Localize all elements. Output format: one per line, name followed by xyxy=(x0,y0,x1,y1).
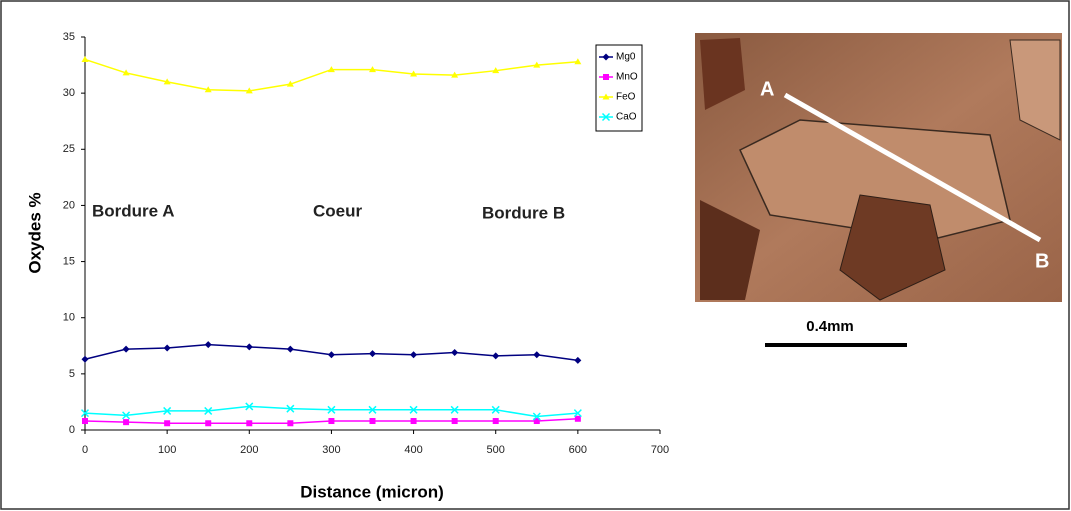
profile-line xyxy=(783,92,1042,243)
marker xyxy=(574,58,582,65)
grain xyxy=(739,119,1011,241)
marker xyxy=(410,70,418,77)
marker xyxy=(164,420,171,427)
marker xyxy=(573,409,582,418)
marker xyxy=(122,411,131,420)
marker xyxy=(409,405,418,414)
y-tick-label: 25 xyxy=(63,143,75,155)
grain xyxy=(839,194,946,301)
marker xyxy=(286,345,294,353)
marker xyxy=(123,419,130,426)
grain xyxy=(700,38,745,110)
marker xyxy=(602,93,610,100)
marker xyxy=(369,66,376,73)
marker xyxy=(327,405,336,414)
marker xyxy=(286,404,295,413)
annotation: Bordure A xyxy=(92,201,175,220)
legend-label: CaO xyxy=(616,112,637,123)
marker xyxy=(533,61,541,68)
x-tick-label: 300 xyxy=(322,444,340,456)
marker xyxy=(205,420,212,427)
legend-label: FeO xyxy=(616,92,636,103)
marker xyxy=(328,418,335,425)
x-tick-label: 0 xyxy=(82,444,88,456)
marker xyxy=(451,71,459,78)
marker xyxy=(532,412,541,421)
marker xyxy=(410,418,417,425)
marker xyxy=(369,418,376,425)
marker xyxy=(533,418,540,425)
marker xyxy=(368,405,377,414)
marker xyxy=(574,356,582,364)
marker xyxy=(492,418,499,425)
marker xyxy=(327,66,335,73)
y-tick-label: 30 xyxy=(63,87,75,99)
marker xyxy=(410,351,418,359)
y-tick-label: 0 xyxy=(69,424,75,436)
marker xyxy=(81,55,89,62)
marker xyxy=(245,343,253,351)
x-axis-title: Distance (micron) xyxy=(300,482,444,501)
scale-label: 0.4mm xyxy=(806,318,854,335)
grain xyxy=(1009,39,1061,141)
x-tick-label: 200 xyxy=(240,444,258,456)
marker xyxy=(450,405,459,414)
x-tick-label: 600 xyxy=(569,444,587,456)
legend-label: Mg0 xyxy=(616,52,636,63)
legend-label: MnO xyxy=(616,72,638,83)
marker xyxy=(82,418,88,425)
marker xyxy=(122,69,130,76)
marker xyxy=(491,405,500,414)
marker xyxy=(451,418,458,425)
marker xyxy=(492,352,500,360)
point-label: B xyxy=(1035,250,1049,272)
marker xyxy=(163,406,172,415)
marker xyxy=(286,80,294,87)
grain xyxy=(700,200,760,300)
marker xyxy=(204,86,212,93)
marker xyxy=(327,351,335,359)
marker xyxy=(603,74,609,80)
marker xyxy=(81,355,89,363)
y-tick-label: 10 xyxy=(63,312,75,324)
marker xyxy=(287,420,294,427)
marker xyxy=(163,78,171,85)
y-tick-label: 5 xyxy=(69,368,75,380)
annotation: Coeur xyxy=(313,201,363,220)
annotation: Bordure B xyxy=(482,203,565,222)
marker xyxy=(245,402,254,411)
marker xyxy=(602,53,610,61)
marker xyxy=(122,345,130,353)
marker xyxy=(204,341,212,349)
marker xyxy=(245,87,253,94)
x-tick-label: 100 xyxy=(158,444,176,456)
x-tick-label: 400 xyxy=(404,444,422,456)
marker xyxy=(533,351,541,359)
marker xyxy=(601,112,611,122)
marker xyxy=(80,409,90,418)
marker xyxy=(451,349,459,357)
marker xyxy=(204,406,213,415)
y-tick-label: 35 xyxy=(63,31,75,43)
marker xyxy=(574,415,581,422)
marker xyxy=(492,67,500,74)
marker xyxy=(163,344,171,352)
x-tick-label: 500 xyxy=(487,444,505,456)
y-tick-label: 20 xyxy=(63,199,75,211)
micrograph: A B 0.4mm xyxy=(695,33,1062,347)
marker xyxy=(369,350,376,358)
y-tick-label: 15 xyxy=(63,255,75,267)
point-label: A xyxy=(760,78,774,100)
marker xyxy=(246,420,253,427)
x-tick-label: 700 xyxy=(651,444,669,456)
y-axis-title: Oxydes % xyxy=(25,192,44,273)
